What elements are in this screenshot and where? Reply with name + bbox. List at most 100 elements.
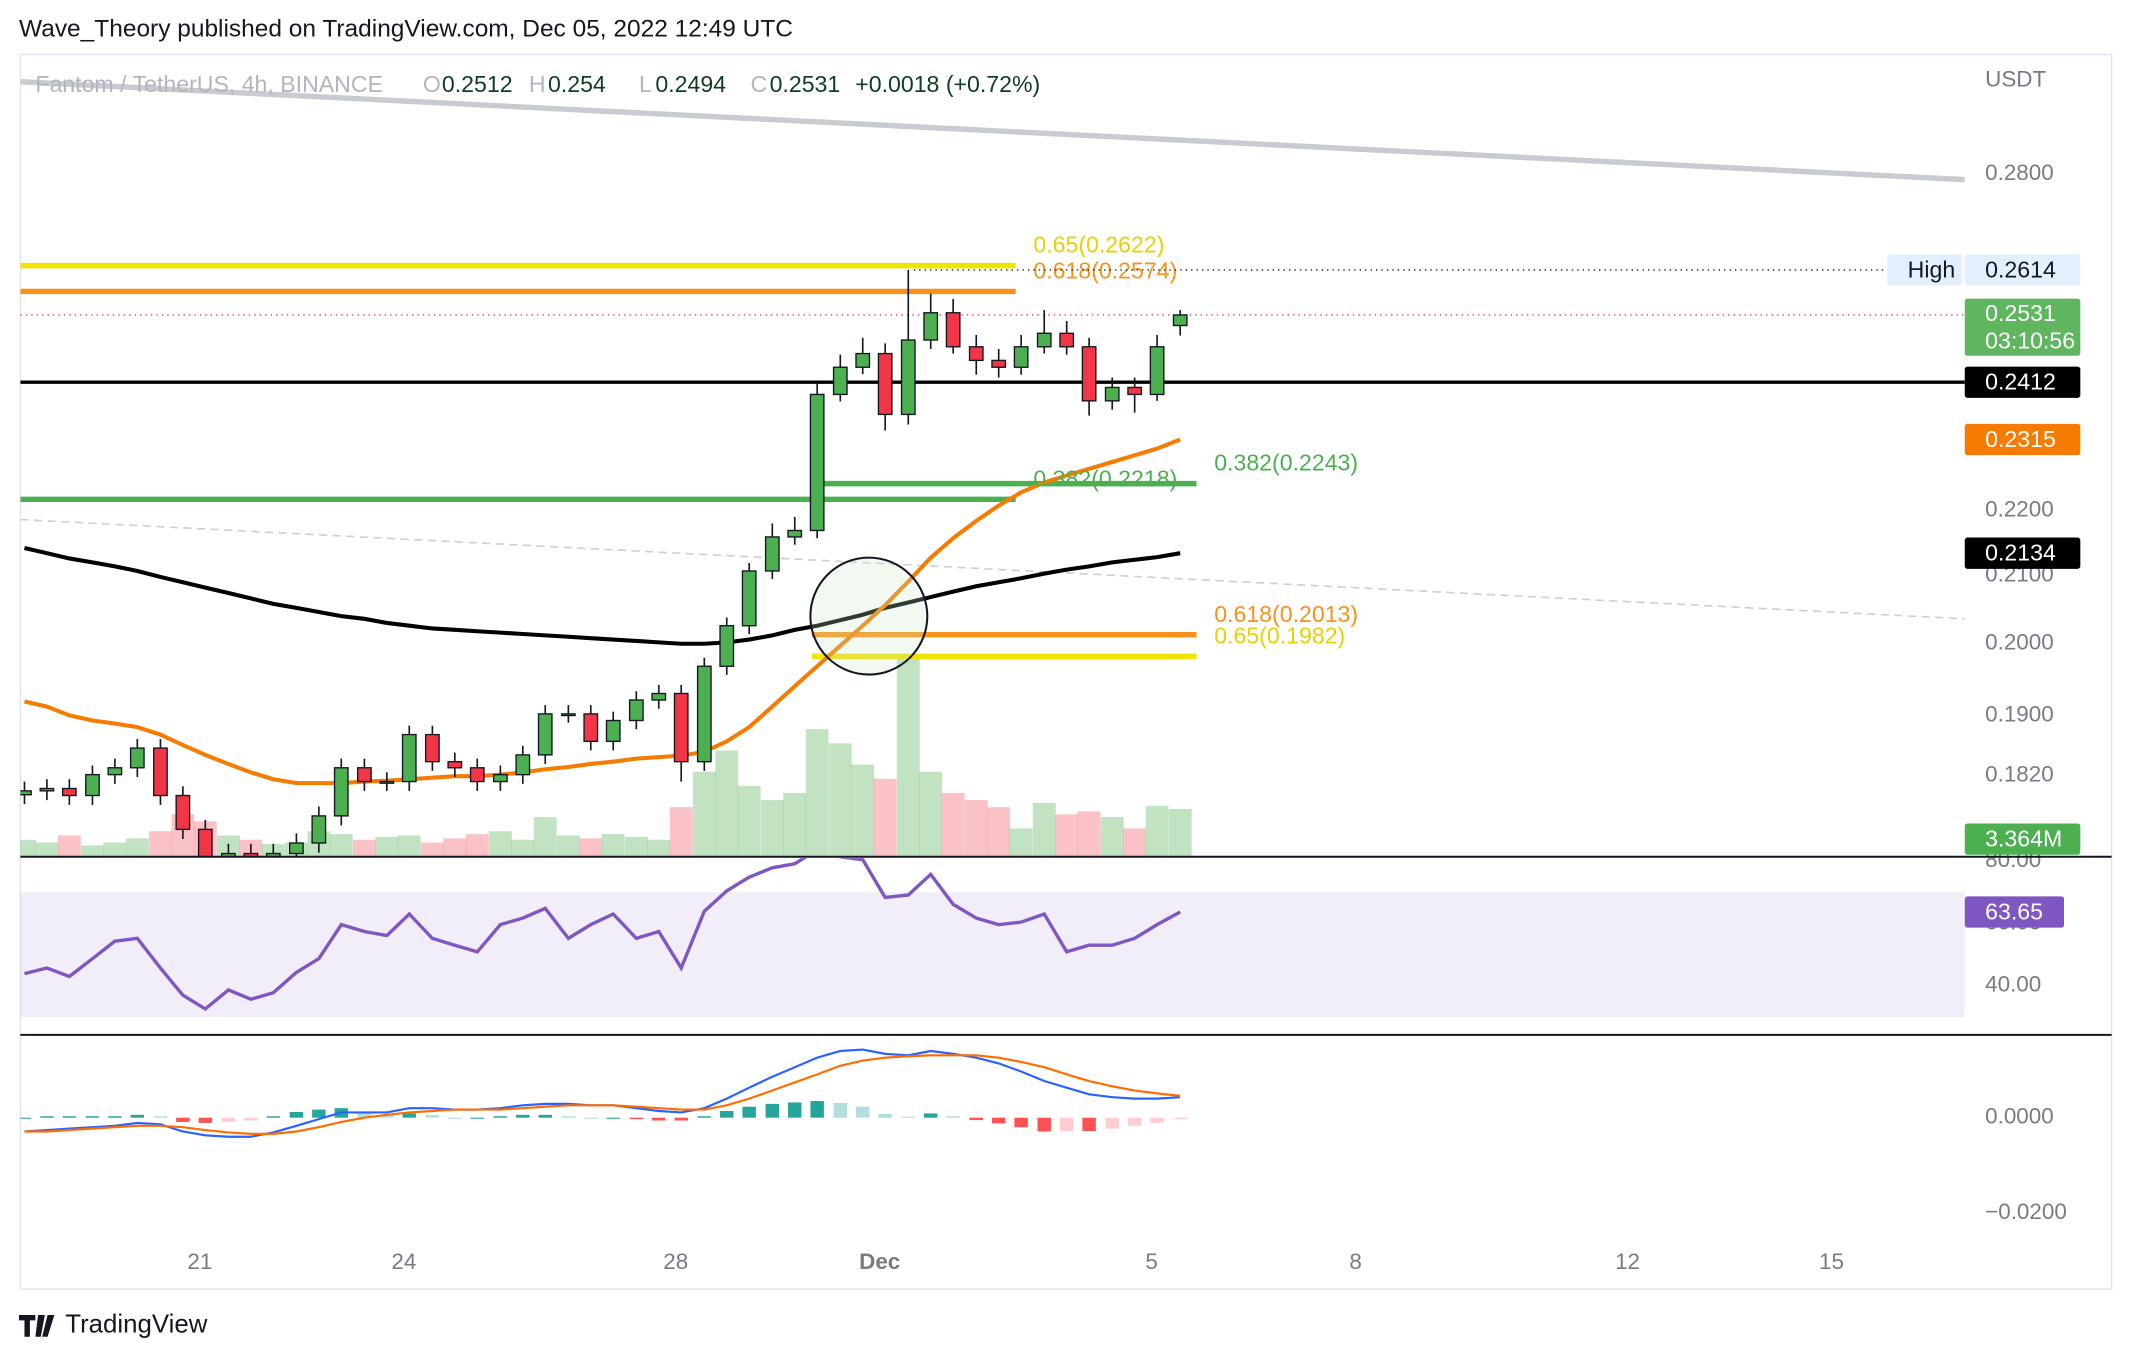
price-pane xyxy=(20,79,1965,857)
fib-label: 0.382(0.2218) xyxy=(1033,465,1177,491)
volume-bar xyxy=(375,836,399,857)
macd-hist-bar xyxy=(1059,1117,1074,1132)
volume-bar xyxy=(329,834,353,857)
volume-bar xyxy=(601,834,625,857)
high-price: 0.2614 xyxy=(1985,256,2056,282)
macd-hist-bar xyxy=(652,1117,666,1121)
volume-bar xyxy=(1055,814,1079,857)
x-tick-label: 15 xyxy=(1819,1249,1844,1274)
candle-body xyxy=(673,692,689,763)
volume-bar xyxy=(125,838,149,857)
volume-bar xyxy=(805,729,829,857)
x-tick-label: 21 xyxy=(187,1249,212,1274)
macd-hist-bar xyxy=(1150,1117,1164,1123)
volume-bar xyxy=(1077,811,1101,857)
x-tick-label: 8 xyxy=(1349,1249,1361,1274)
volume-bar xyxy=(465,834,489,857)
candle-body xyxy=(923,312,939,341)
candle-body xyxy=(61,787,77,797)
macd-tick-label: 0.0000 xyxy=(1985,1104,2054,1129)
volume-bar xyxy=(397,835,421,857)
candle-body xyxy=(1013,346,1029,368)
candle-body xyxy=(900,339,916,416)
legend-key: C xyxy=(751,71,768,97)
level-price-box xyxy=(1964,366,2081,398)
footer: TradingView xyxy=(19,1311,208,1339)
level-price: 0.2412 xyxy=(1985,369,2056,395)
trend-line xyxy=(20,79,1965,183)
axes: 0.28000.22000.21000.20000.19000.182080.0… xyxy=(187,160,2081,1274)
candle-body xyxy=(1127,386,1143,396)
macd-hist-bar xyxy=(1082,1117,1096,1132)
candle-body xyxy=(39,787,55,792)
rsi-line xyxy=(24,858,1182,1012)
fib-label: 0.382(0.2243) xyxy=(1214,450,1358,476)
candle-body xyxy=(469,767,485,783)
y-tick-label: 0.1900 xyxy=(1985,701,2054,726)
macd-hist-bar xyxy=(674,1117,688,1121)
high-price-box xyxy=(1964,254,2081,286)
candle-body xyxy=(107,767,123,776)
macd-hist-bar xyxy=(266,1116,281,1118)
candle-body xyxy=(1172,314,1188,327)
macd-hist-bar xyxy=(312,1109,326,1118)
legend-key: H xyxy=(529,71,546,97)
legend-value: 0.2494 xyxy=(655,71,726,97)
candle-body xyxy=(991,359,1007,368)
volume-bar xyxy=(35,842,59,857)
macd-hist-bar xyxy=(425,1114,440,1118)
candle-body xyxy=(1149,346,1165,396)
macd-hist-bar xyxy=(923,1113,938,1118)
macd-hist-bar xyxy=(108,1116,122,1118)
legend-key: L xyxy=(639,71,652,97)
volume-bar xyxy=(579,838,603,857)
macd-hist-bar xyxy=(130,1114,145,1118)
volume-bar xyxy=(851,764,875,857)
ma50-price-box xyxy=(1964,423,2081,456)
macd-hist-bar xyxy=(62,1116,77,1118)
volume-bar xyxy=(715,750,739,857)
macd-hist-bar xyxy=(561,1116,576,1118)
last-price: 0.2531 xyxy=(1985,300,2056,326)
volume-bar xyxy=(556,835,580,857)
candle-body xyxy=(20,790,32,796)
volume-bar xyxy=(783,792,807,857)
candle-body xyxy=(696,665,712,763)
header: Wave_Theory published on TradingView.com… xyxy=(19,16,793,43)
candle-body xyxy=(311,815,327,844)
macd-hist-bar xyxy=(878,1113,892,1118)
candle-body xyxy=(809,393,825,532)
macd-hist-bar xyxy=(357,1112,372,1118)
candle-body xyxy=(333,767,349,817)
candle-body xyxy=(583,713,599,742)
candle-body xyxy=(605,719,621,742)
volume-bar xyxy=(692,771,716,857)
trend-line-dashed xyxy=(20,518,1965,620)
candle-body xyxy=(401,733,417,783)
candle-body xyxy=(1104,386,1120,402)
macd-hist-bar xyxy=(153,1116,168,1118)
volume-bar xyxy=(828,743,852,857)
macd-hist-bar xyxy=(969,1117,983,1121)
volume-label: 3.364M xyxy=(1985,826,2062,852)
candle-body xyxy=(537,713,553,756)
ma200-price: 0.2134 xyxy=(1985,540,2056,566)
macd-line xyxy=(24,1054,1181,1135)
macd-hist-bar xyxy=(1127,1117,1142,1126)
candle-body xyxy=(1081,346,1097,402)
macd-hist-bar xyxy=(198,1117,213,1123)
x-tick-label: Dec xyxy=(859,1249,900,1274)
legend-value: 0.2531 xyxy=(770,71,841,97)
macd-hist-bar xyxy=(833,1102,848,1118)
macd-hist-bar xyxy=(1037,1117,1051,1132)
fib-label: 0.65(0.1982) xyxy=(1214,622,1345,648)
candle-body xyxy=(832,366,848,396)
x-tick-label: 24 xyxy=(391,1249,416,1274)
currency: USDT xyxy=(1985,66,2046,91)
legend-change: +0.0018 (+0.72%) xyxy=(855,71,1040,97)
volume-bar xyxy=(1123,828,1147,857)
candle-body xyxy=(651,692,667,701)
macd-hist-bar xyxy=(244,1117,258,1121)
macd-hist-bar xyxy=(584,1117,598,1119)
